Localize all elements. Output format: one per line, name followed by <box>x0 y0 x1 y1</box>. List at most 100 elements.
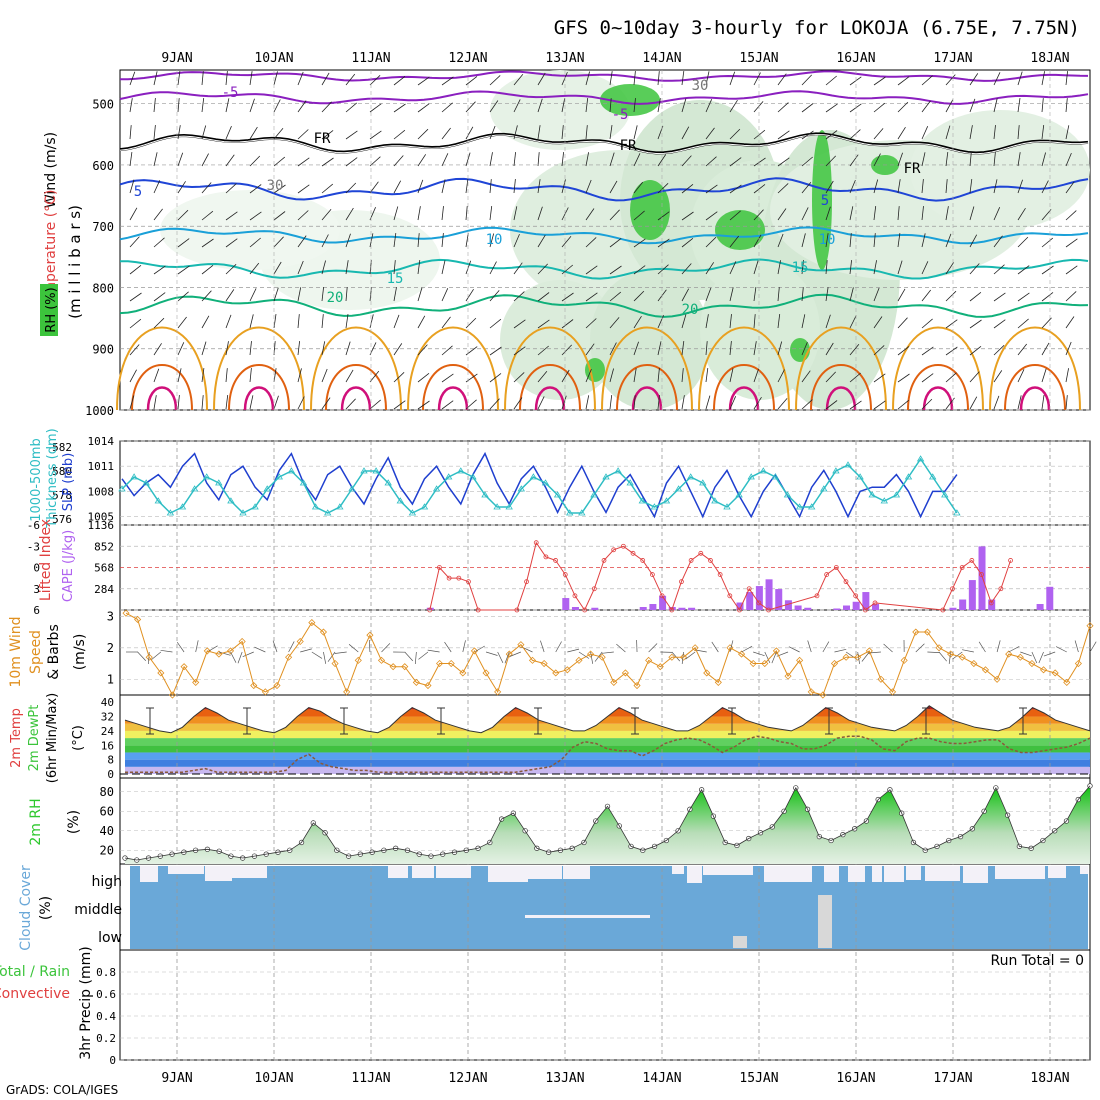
freezing-level <box>119 132 1089 155</box>
wind10m-legend-3: & Barbs <box>46 624 62 680</box>
wind-barb-10m <box>368 639 371 653</box>
wind-barb <box>969 98 976 113</box>
wind-barb <box>609 265 622 275</box>
wind-barb <box>321 101 332 113</box>
wind-point <box>621 669 629 677</box>
temp-contour-35 <box>728 386 760 411</box>
li-point <box>824 572 830 577</box>
wind-barb <box>729 99 738 113</box>
cape-bar <box>571 607 579 610</box>
wind-barb <box>753 184 766 194</box>
wind-barb-10m <box>729 640 734 653</box>
li-point <box>620 543 626 549</box>
wind-point <box>587 650 595 658</box>
cape-legend: CAPE (J/kg) <box>61 530 76 602</box>
wind-barb <box>777 314 781 329</box>
thickness-marker <box>469 473 477 480</box>
wind-barb <box>369 399 381 410</box>
wind-point <box>447 659 455 668</box>
wind-barb-10m <box>822 641 830 653</box>
li-point <box>814 593 820 599</box>
wind-barb <box>993 395 1000 410</box>
wind-barb <box>225 341 229 356</box>
wind-barb <box>1041 292 1054 302</box>
wind-point <box>145 653 153 661</box>
wind-barb <box>153 98 156 113</box>
wind-point <box>1086 622 1094 630</box>
temp-band <box>125 766 1090 774</box>
date-label-top: 13JAN <box>545 51 584 66</box>
thickness-marker <box>880 497 889 504</box>
cloud-high-gap <box>963 866 988 883</box>
wind-barb <box>873 373 886 383</box>
wind-barb <box>153 125 156 140</box>
wind-barb <box>873 316 883 329</box>
date-label-top: 10JAN <box>254 51 293 66</box>
wind-barb-10m <box>1008 646 1020 653</box>
wind-barb <box>585 265 598 275</box>
precip-legend-total: Total / Rain <box>0 964 70 980</box>
wind-barb <box>273 128 284 140</box>
temp-contour-35 <box>437 386 469 411</box>
thickness-marker <box>227 497 235 504</box>
precip-tick-label: 0.4 <box>96 1010 116 1023</box>
thickness-marker <box>215 479 223 486</box>
wind-barb <box>849 76 862 86</box>
temp-contour-30 <box>325 364 387 411</box>
cloud-unit: (%) <box>38 896 54 920</box>
wind-barb <box>921 75 933 86</box>
wind-barb <box>705 236 717 248</box>
precip-tick-label: 0.2 <box>96 1032 116 1045</box>
wind-barb <box>753 72 761 86</box>
date-label-bottom: 15JAN <box>739 1071 778 1086</box>
wind-barb <box>585 125 588 140</box>
wind-barb <box>129 318 142 329</box>
li-point <box>756 600 762 606</box>
li-point <box>466 579 471 585</box>
wind-barb <box>609 152 615 167</box>
wind-barb <box>561 125 564 140</box>
wind-barb <box>465 126 474 140</box>
wind-barb <box>225 154 235 167</box>
temp-contour-25 <box>407 326 499 411</box>
thickness-marker <box>178 503 187 510</box>
wind-barb <box>777 130 790 140</box>
cape-tick-label: 284 <box>94 583 114 596</box>
temp-minmax-bar <box>340 707 348 735</box>
cloud-high-gap <box>527 866 562 879</box>
wind-barb <box>801 341 808 356</box>
wind-barb <box>345 369 354 383</box>
wind-barb <box>1065 341 1072 356</box>
thickness-marker <box>928 473 937 480</box>
thickness-marker <box>553 491 562 498</box>
wind-barb <box>1041 368 1047 383</box>
wind-barb <box>129 179 135 194</box>
wind10m-unit: (m/s) <box>72 634 88 671</box>
thickness-marker <box>820 485 828 492</box>
wind-barb <box>897 233 901 248</box>
wind-barb <box>297 184 310 194</box>
wind-barb <box>921 100 931 113</box>
wind-barb <box>945 99 954 113</box>
thickness-legend-1: 1000-500mb <box>29 438 44 522</box>
wind-barb <box>681 98 687 113</box>
wind-barb <box>513 152 516 167</box>
wind-barb-10m <box>1038 651 1044 664</box>
wind-point <box>691 644 699 652</box>
cloud-high-gap <box>388 866 408 878</box>
thickness-marker <box>662 497 671 504</box>
wind-barb-10m <box>254 646 266 653</box>
thickness-marker <box>360 467 368 474</box>
wind-barb <box>249 395 254 410</box>
wind-barb <box>897 179 901 194</box>
wind-barb <box>129 207 138 221</box>
contour-label: 20 <box>682 302 699 318</box>
li-point <box>650 572 655 577</box>
wind-barb <box>921 179 924 194</box>
wind-point <box>633 681 641 690</box>
wind-barb <box>777 183 789 194</box>
wind-point <box>1074 659 1082 668</box>
pressure-tick-label: 600 <box>92 159 114 173</box>
wind-barb <box>297 260 304 275</box>
wind-barb <box>417 315 426 329</box>
